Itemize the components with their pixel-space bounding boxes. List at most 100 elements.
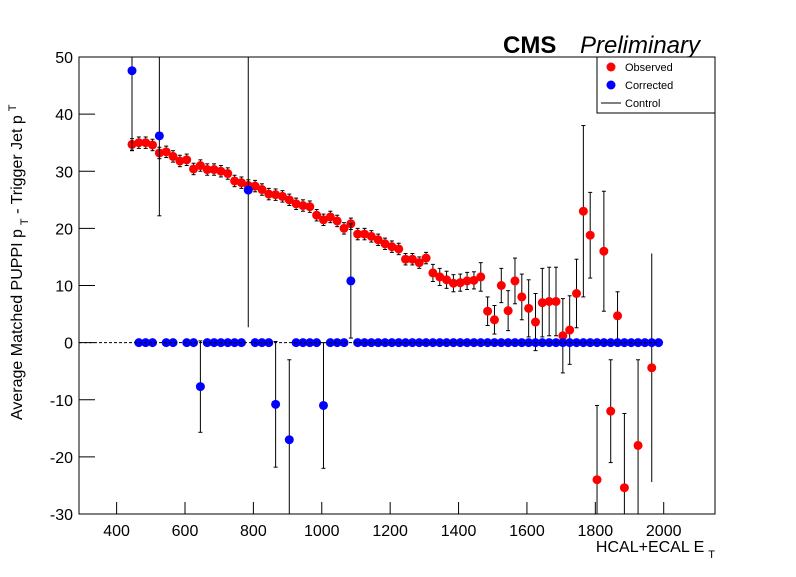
data-point xyxy=(332,216,342,226)
data-point xyxy=(654,338,664,348)
data-point xyxy=(195,161,205,171)
data-point xyxy=(243,185,253,195)
data-point xyxy=(394,338,404,348)
data-point xyxy=(619,483,629,493)
data-point xyxy=(407,338,417,348)
data-point xyxy=(578,206,588,216)
data-point xyxy=(209,165,219,175)
data-point xyxy=(442,275,452,285)
data-point xyxy=(284,195,294,205)
data-point xyxy=(318,215,328,225)
x-tick-label: 1800 xyxy=(578,523,614,540)
data-point xyxy=(503,338,513,348)
data-point xyxy=(476,272,486,282)
chart-subtitle: Preliminary xyxy=(580,32,702,59)
data-point xyxy=(216,166,226,176)
data-point xyxy=(202,165,212,175)
data-point xyxy=(223,169,233,179)
data-point xyxy=(127,66,137,76)
data-point xyxy=(524,303,534,313)
data-point xyxy=(558,338,568,348)
data-point xyxy=(428,338,438,348)
data-point xyxy=(189,164,199,174)
data-point xyxy=(462,276,472,286)
data-point xyxy=(428,268,438,278)
data-point xyxy=(469,275,479,285)
data-point xyxy=(435,272,445,282)
data-point xyxy=(353,338,363,348)
data-point xyxy=(572,288,582,298)
data-point xyxy=(592,475,602,485)
data-point xyxy=(537,338,547,348)
y-label-text: - Trigger Jet p xyxy=(9,115,26,218)
data-point xyxy=(544,296,554,306)
x-tick-label: 1200 xyxy=(372,523,408,540)
legend-swatch xyxy=(606,62,616,72)
x-label-sub: T xyxy=(708,549,715,561)
legend-label: Corrected xyxy=(625,80,673,92)
data-point xyxy=(503,306,513,316)
data-point xyxy=(223,338,233,348)
data-point xyxy=(537,298,547,308)
data-point xyxy=(148,338,158,348)
data-point xyxy=(195,382,205,392)
data-point xyxy=(175,156,185,166)
data-point xyxy=(401,254,411,264)
data-point xyxy=(154,131,164,141)
x-tick-label: 2000 xyxy=(646,523,682,540)
x-tick-label: 1400 xyxy=(441,523,477,540)
data-point xyxy=(462,338,472,348)
data-point xyxy=(373,235,383,245)
y-tick-label: 0 xyxy=(64,336,73,353)
data-point xyxy=(353,229,363,239)
data-point xyxy=(585,230,595,240)
data-point xyxy=(168,151,178,161)
x-axis-label: HCAL+ECAL E T xyxy=(596,539,715,561)
data-point xyxy=(141,138,151,148)
data-point xyxy=(551,296,561,306)
y-tick-label: 50 xyxy=(55,50,73,67)
data-point xyxy=(394,244,404,254)
legend-label: Observed xyxy=(625,62,673,74)
data-point xyxy=(483,306,493,316)
y-tick-label: 40 xyxy=(55,107,73,124)
data-point xyxy=(496,281,506,290)
data-point xyxy=(291,199,301,209)
y-label-sub: T xyxy=(19,218,31,225)
data-point xyxy=(599,246,609,256)
y-tick-label: 10 xyxy=(55,279,73,296)
data-point xyxy=(380,239,390,249)
data-point xyxy=(134,138,144,148)
x-tick-label: 1600 xyxy=(509,523,545,540)
data-point xyxy=(530,317,540,327)
data-point xyxy=(489,315,499,325)
data-point xyxy=(613,338,623,348)
data-point xyxy=(168,338,178,348)
data-point xyxy=(161,147,171,157)
data-point xyxy=(339,223,349,233)
data-point xyxy=(305,202,315,212)
data-point xyxy=(298,201,308,211)
y-label-sub: T xyxy=(7,104,19,111)
data-point xyxy=(647,363,657,373)
plot-area xyxy=(79,57,664,514)
data-point xyxy=(517,292,527,302)
y-tick-label: -20 xyxy=(50,450,73,467)
data-point xyxy=(182,155,192,165)
data-point xyxy=(599,338,609,348)
data-point xyxy=(325,212,335,222)
y-axis-label: Average Matched PUPPI p T - Trigger Jet p… xyxy=(7,104,31,420)
data-point xyxy=(455,278,465,288)
data-point xyxy=(230,176,240,186)
data-point xyxy=(469,338,479,348)
data-point xyxy=(633,440,643,450)
data-point xyxy=(250,181,260,191)
data-point xyxy=(558,331,568,341)
y-tick-label: -10 xyxy=(50,393,73,410)
data-point xyxy=(421,253,431,263)
x-tick-label: 400 xyxy=(103,523,130,540)
data-point xyxy=(510,276,520,286)
data-point xyxy=(264,338,274,348)
x-tick-label: 800 xyxy=(240,523,267,540)
